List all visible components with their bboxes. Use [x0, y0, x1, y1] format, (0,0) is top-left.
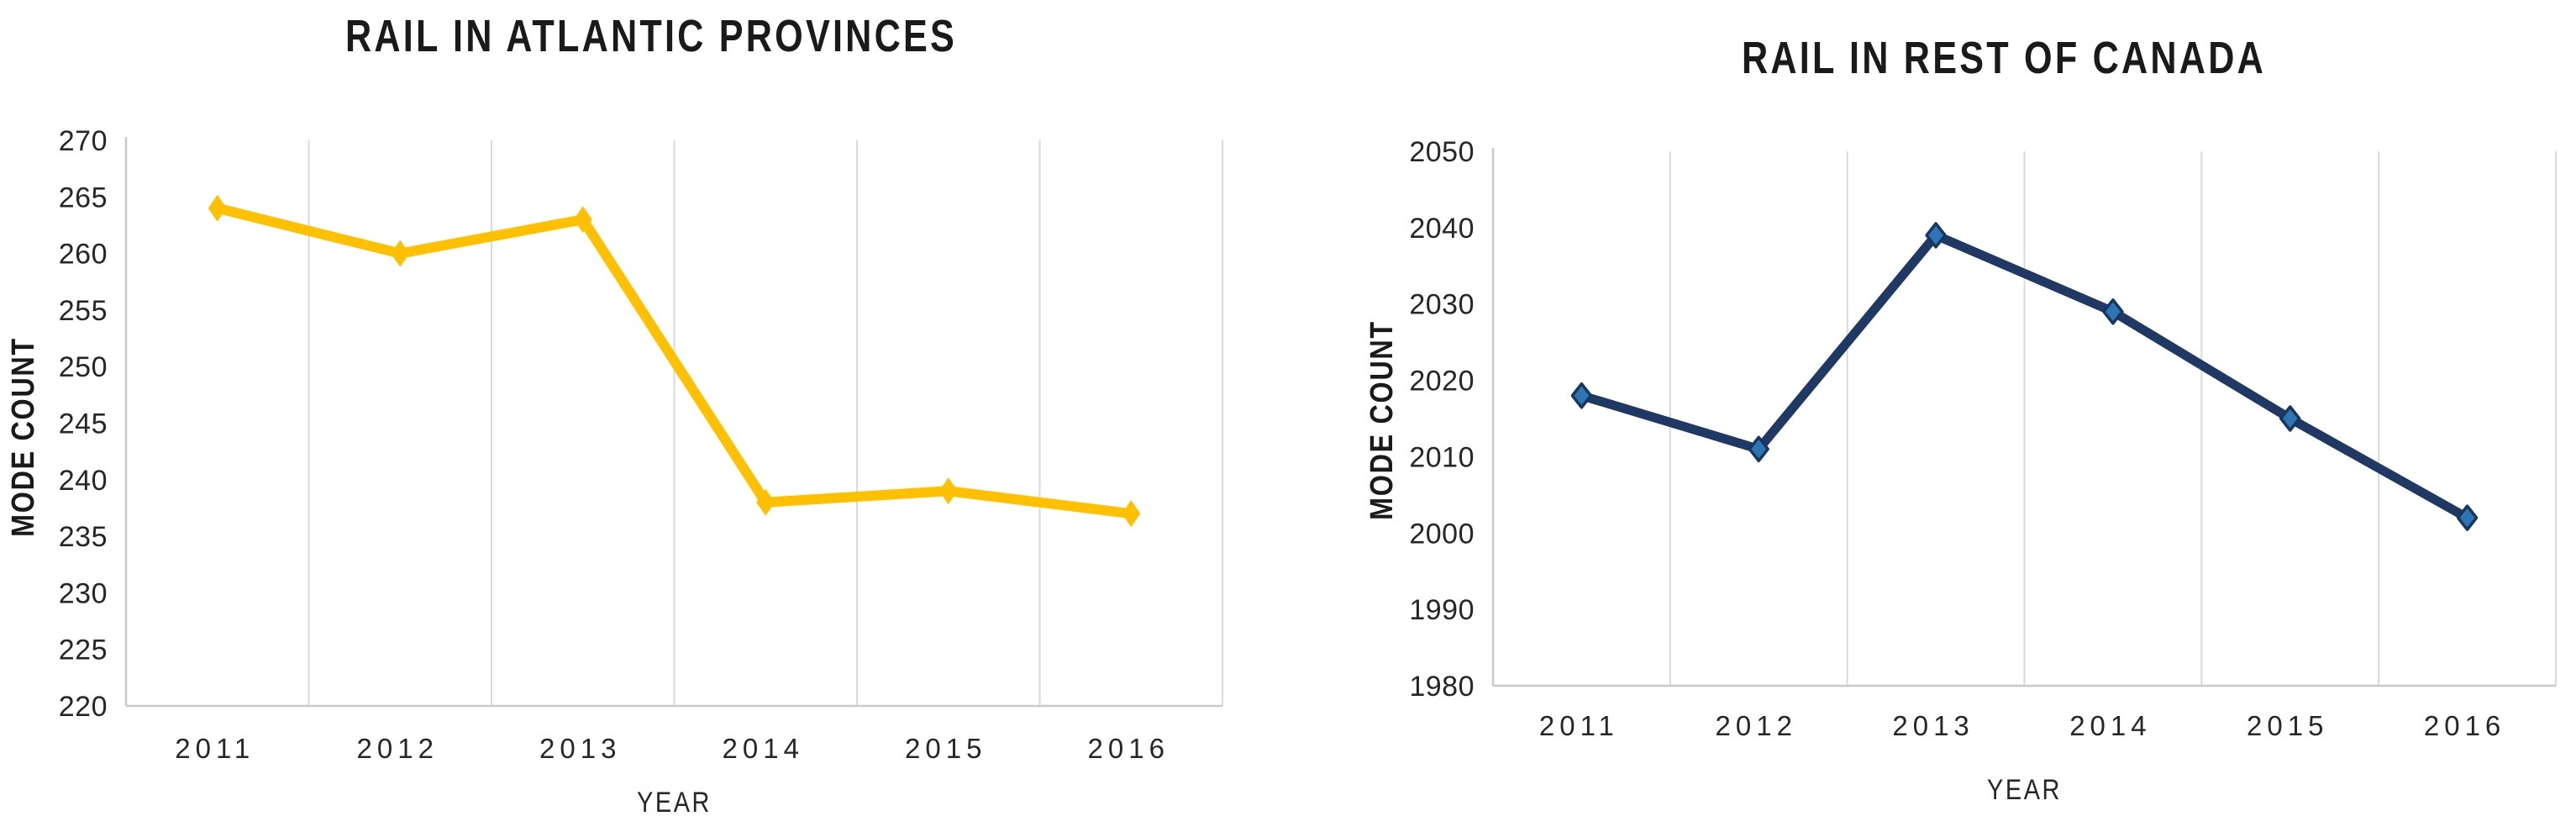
y-tick-label: 2030 — [1409, 289, 1475, 321]
chart-title: RAIL IN ATLANTIC PROVINCES — [344, 11, 958, 61]
atlantic-provinces-plot: 220 225 230 235 240 245 250 255 260 265 270 2011 201… — [59, 125, 1223, 764]
x-tick-label: 2012 — [357, 733, 439, 764]
x-tick-label: 2015 — [2247, 710, 2328, 741]
y-tick-label: 2000 — [1409, 518, 1475, 550]
y-tick-label: 265 — [59, 182, 108, 213]
data-point-marker — [938, 477, 958, 505]
data-point-marker — [2102, 298, 2124, 325]
data-point-marker — [1925, 222, 1947, 249]
x-tick-label: 2013 — [539, 733, 621, 764]
y-tick-label: 2010 — [1409, 441, 1475, 473]
y-tick-label: 270 — [59, 125, 108, 157]
y-tick-label: 2020 — [1409, 366, 1475, 398]
data-point-marker — [2279, 405, 2301, 432]
y-tick-label: 240 — [59, 465, 108, 497]
chart-title: RAIL IN REST OF CANADA — [1741, 33, 2266, 83]
x-axis-title: YEAR — [637, 787, 712, 819]
data-point-marker — [573, 206, 592, 234]
x-tick-label: 2011 — [1539, 710, 1619, 741]
y-tick-label: 1980 — [1409, 671, 1475, 703]
x-tick-label: 2013 — [1892, 710, 1974, 741]
x-tick-label: 2016 — [2424, 710, 2505, 741]
rest-of-canada-plot: 1980 1990 2000 2010 2020 2030 2040 2050 2011 2012… — [1409, 136, 2557, 741]
y-tick-label: 245 — [59, 408, 108, 440]
y-tick-label: 255 — [59, 295, 108, 327]
x-tick-label: 2011 — [175, 733, 255, 764]
atlantic-provinces-chart: RAIL IN ATLANTIC PROVINCES MODE COUNT 22… — [6, 11, 1223, 819]
y-tick-label: 225 — [59, 635, 108, 666]
data-point-marker — [1122, 500, 1141, 528]
data-line — [212, 203, 1137, 519]
rest-of-canada-chart: RAIL IN REST OF CANADA MODE COUNT 1980 19… — [1288, 0, 2576, 832]
y-tick-label: 250 — [59, 351, 108, 383]
data-point-marker — [756, 488, 775, 516]
x-tick-label: 2015 — [905, 733, 986, 764]
x-axis-title: YEAR — [1987, 774, 2062, 806]
data-point-marker — [391, 240, 410, 267]
data-line — [1576, 230, 2473, 523]
y-tick-label: 235 — [59, 521, 108, 553]
y-tick-label: 220 — [59, 691, 108, 723]
x-tick-label: 2012 — [1716, 710, 1797, 741]
x-tick-label: 2016 — [1088, 733, 1170, 764]
data-point-marker — [1570, 382, 1593, 409]
y-tick-label: 1990 — [1409, 594, 1475, 626]
data-point-marker — [208, 194, 227, 222]
y-tick-label: 230 — [59, 577, 108, 609]
y-tick-label: 2050 — [1409, 136, 1475, 168]
y-tick-label: 260 — [59, 239, 108, 271]
data-point-marker — [2456, 504, 2479, 531]
x-tick-label: 2014 — [2069, 710, 2151, 741]
x-tick-label: 2014 — [723, 733, 804, 764]
data-point-marker — [1748, 435, 1769, 463]
y-tick-label: 2040 — [1409, 213, 1475, 245]
